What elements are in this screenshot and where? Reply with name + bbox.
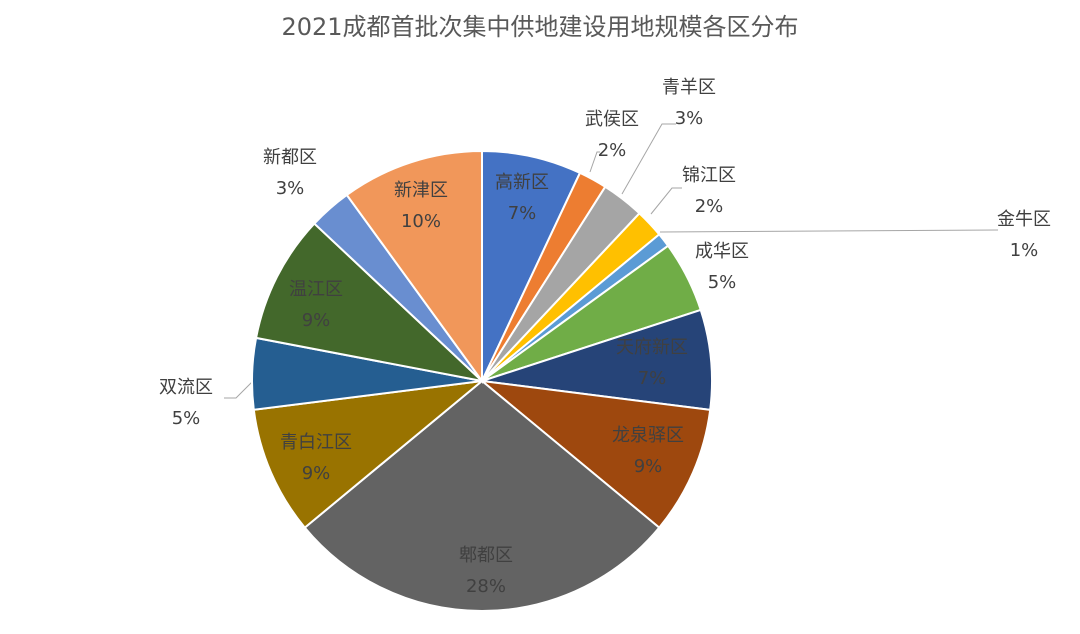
pie-slice	[481, 308, 713, 411]
slice-label: 高新区	[495, 172, 549, 193]
slice-value-label: 7%	[638, 368, 667, 389]
slice-value-label: 7%	[508, 203, 537, 224]
leader-line	[621, 123, 676, 195]
leader-line	[659, 229, 999, 233]
slice-label: 双流区	[159, 377, 213, 398]
slice-value-label: 5%	[172, 408, 201, 429]
pie-slice	[254, 222, 486, 383]
slice-label: 武侯区	[585, 109, 639, 130]
slice-value-label: 3%	[675, 108, 704, 129]
chart-title: 2021成都首批次集中供地建设用地规模各区分布	[281, 13, 798, 41]
pie-slice	[478, 379, 712, 530]
leader-line	[589, 151, 600, 173]
slice-label: 金牛区	[997, 209, 1051, 230]
slice-label: 新都区	[263, 147, 317, 168]
leader-lines	[224, 123, 999, 399]
slice-label: 锦江区	[682, 165, 736, 186]
slice-label: 青羊区	[662, 77, 716, 98]
leader-line	[650, 187, 682, 215]
slice-label: 青白江区	[280, 432, 352, 453]
slice-value-label: 1%	[1010, 240, 1039, 261]
pie-slice	[252, 379, 486, 530]
slice-label: 成华区	[695, 241, 749, 262]
slice-label: 新津区	[394, 180, 448, 201]
slice-value-label: 2%	[695, 196, 724, 217]
slice-value-label: 28%	[466, 576, 506, 597]
leader-line	[224, 381, 253, 399]
slice-label: 郫都区	[459, 545, 513, 566]
slice-value-label: 3%	[276, 178, 305, 199]
slice-value-label: 2%	[598, 140, 627, 161]
slice-value-label: 10%	[401, 211, 441, 232]
slice-value-label: 5%	[708, 272, 737, 293]
pie-slice	[481, 149, 582, 382]
slice-label: 龙泉驿区	[612, 425, 684, 446]
pie-slice	[345, 149, 483, 385]
slice-label: 天府新区	[616, 337, 688, 358]
slice-label: 温江区	[289, 279, 343, 300]
slice-value-label: 9%	[302, 310, 331, 331]
slice-value-label: 9%	[634, 456, 663, 477]
pie-slice	[303, 379, 661, 612]
slice-value-label: 9%	[302, 463, 331, 484]
